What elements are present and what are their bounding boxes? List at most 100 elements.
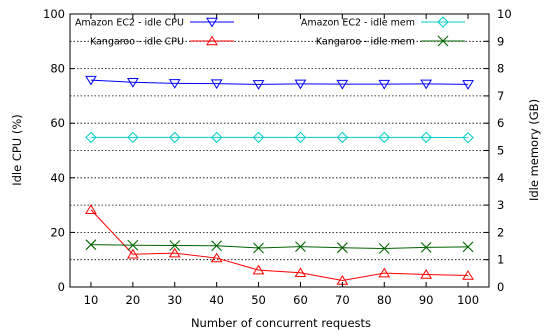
- y-tick-label: 100: [43, 7, 65, 21]
- legend: Amazon EC2 - idle CPU Kangaroo - idle CPU…: [75, 16, 465, 48]
- legend-entry-4: Kangaroo - idle mem: [316, 35, 465, 48]
- marker-stroke: [437, 35, 449, 47]
- data-point: [420, 268, 433, 279]
- legend-entry-2: Kangaroo - idle CPU: [90, 35, 234, 48]
- legend-marker: [437, 35, 449, 47]
- y-tick-label: 20: [50, 225, 65, 239]
- x-tick-label: 90: [419, 293, 434, 307]
- y-tick-label: 40: [50, 171, 65, 185]
- y2-tick-label: 9: [497, 34, 504, 48]
- data-point: [126, 78, 139, 88]
- y2-axis-label: Idle memory (GB): [527, 99, 541, 201]
- data-point: [85, 204, 97, 214]
- data-point: [294, 131, 307, 144]
- y2-tick-label: 7: [497, 89, 504, 103]
- data-point: [85, 239, 97, 251]
- x-tick-label: 70: [335, 293, 350, 307]
- data-point: [420, 79, 433, 90]
- x-axis-label: Number of concurrent requests: [191, 316, 371, 330]
- y2-tick-label: 6: [497, 116, 504, 130]
- series-3: [85, 131, 474, 144]
- data-point: [336, 131, 349, 144]
- data-point: [294, 79, 307, 90]
- legend-entry-1: Amazon EC2 - idle CPU: [75, 18, 234, 29]
- data-point: [168, 79, 181, 89]
- marker-stroke: [420, 242, 432, 253]
- data-point: [210, 252, 223, 263]
- data-point: [85, 131, 97, 144]
- data-point: [295, 241, 306, 252]
- y2-tick-label: 10: [497, 7, 512, 21]
- data-point: [252, 80, 265, 90]
- x-tick-label: 20: [126, 293, 141, 307]
- marker-stroke: [211, 240, 223, 252]
- y-tick-label: 60: [50, 116, 65, 130]
- data-point: [462, 270, 474, 280]
- legend-marker: [206, 17, 218, 28]
- series-line: [90, 79, 469, 85]
- legend-marker: [437, 16, 449, 28]
- data-point: [462, 131, 474, 144]
- data-point: [169, 240, 181, 251]
- plot-frame: [69, 13, 490, 288]
- marker-stroke: [253, 242, 264, 254]
- data-point: [462, 241, 474, 253]
- x-tick-label: 10: [84, 293, 99, 307]
- legend-label: Kangaroo - idle CPU: [90, 37, 184, 48]
- x-tick-label: 50: [251, 293, 266, 307]
- marker-stroke: [336, 242, 348, 254]
- data-point: [252, 264, 265, 275]
- data-point: [127, 131, 139, 144]
- x-tick-label: 30: [167, 293, 182, 307]
- x-tick-label: 60: [293, 293, 308, 307]
- data-point: [378, 267, 391, 278]
- data-point: [378, 243, 390, 254]
- marker-stroke: [169, 240, 181, 251]
- marker-stroke: [378, 243, 390, 254]
- y2-tick-label: 8: [497, 62, 504, 76]
- data-point: [462, 80, 474, 90]
- y-axis-label: Idle CPU (%): [10, 114, 24, 186]
- data-point: [378, 79, 391, 90]
- marker-stroke: [127, 239, 139, 251]
- legend-label: Amazon EC2 - idle mem: [301, 18, 415, 29]
- legend-marker: [206, 35, 218, 46]
- data-point: [294, 267, 307, 278]
- data-point: [210, 131, 223, 144]
- data-point: [253, 242, 264, 254]
- data-point: [420, 242, 432, 253]
- data-point: [378, 131, 390, 144]
- y2-tick-label: 4: [497, 171, 504, 185]
- series-2: [85, 204, 474, 285]
- series-line: [90, 209, 469, 281]
- series-1: [85, 75, 474, 90]
- data-point: [127, 239, 139, 251]
- data-point: [169, 131, 181, 144]
- data-point: [85, 75, 97, 86]
- marker-stroke: [295, 241, 306, 252]
- data-point: [168, 247, 181, 258]
- y2-tick-label: 0: [497, 280, 504, 294]
- tick-labels: 10 20 30 40 50 60 70 80 90 100 0 20 40 60 80 100 0 1 2 3 4 5 6…: [43, 7, 512, 307]
- data-point: [210, 79, 223, 90]
- data-point: [336, 79, 349, 90]
- x-tick-label: 80: [377, 293, 392, 307]
- y2-tick-label: 2: [497, 225, 504, 239]
- legend-label: Amazon EC2 - idle CPU: [75, 18, 184, 29]
- series-line: [90, 244, 469, 250]
- grid-lines: [70, 40, 489, 261]
- y2-tick-label: 3: [497, 198, 504, 212]
- x-tick-label: 100: [457, 293, 479, 307]
- y-tick-label: 0: [58, 280, 65, 294]
- axes: [69, 13, 490, 288]
- x-tick-label: 40: [209, 293, 224, 307]
- legend-label: Kangaroo - idle mem: [316, 37, 415, 48]
- data-point: [126, 248, 139, 259]
- series-4: [85, 239, 474, 254]
- data-point: [420, 131, 432, 144]
- y2-tick-label: 5: [497, 144, 504, 158]
- data-point: [336, 242, 348, 254]
- data-point: [211, 240, 223, 252]
- marker-stroke: [462, 241, 474, 253]
